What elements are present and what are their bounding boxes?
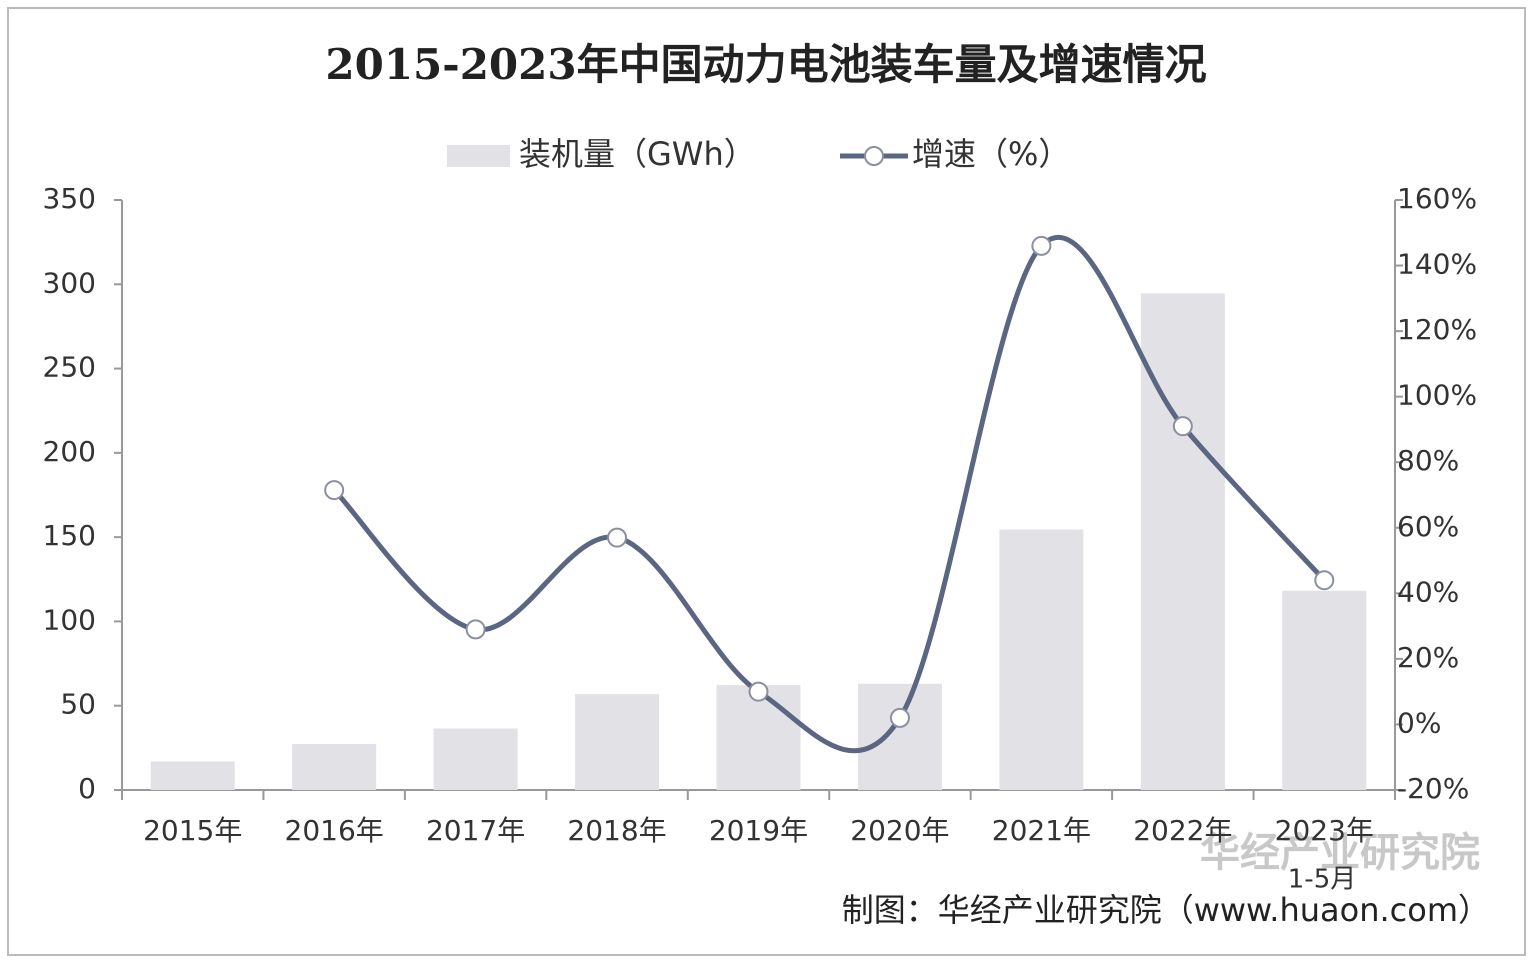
y-tick-label: 0 [78,772,96,805]
x-tick-label: 2016年 [285,814,384,847]
growth-marker [324,480,345,501]
legend-marker [864,146,884,166]
growth-marker [1031,235,1052,256]
bar [575,694,660,790]
x-tick-label: 2017年 [426,814,525,847]
y2-tick-label: 120% [1397,313,1477,346]
x-tick-label: 2015年 [143,814,242,847]
bar [857,683,942,790]
note: 1-5月 [1288,865,1356,895]
y-tick-label: 100 [43,603,96,636]
y-tick-label: 250 [43,351,96,384]
y2-tick-label: 100% [1397,379,1477,412]
growth-marker [465,619,486,640]
growth-marker [1314,570,1335,591]
watermark: 华经产业研究院 [1200,830,1480,876]
legend-label: 装机量（GWh） [519,135,756,173]
chart-border [7,7,1526,956]
y2-tick-label: -20% [1397,772,1469,805]
bar [1140,293,1225,790]
growth-line [332,234,1327,754]
y2-tick-label: 20% [1397,641,1459,674]
y-tick-label: 200 [43,435,96,468]
x-tick-label: 2020年 [850,814,949,847]
growth-marker [607,527,628,548]
bar [1282,590,1367,790]
x-tick-label: 2021年 [992,814,1091,847]
bar [433,728,518,790]
legend-swatch [447,145,510,167]
bar [150,761,235,790]
legend-label: 增速（%） [912,135,1070,173]
y-tick-label: 350 [43,182,96,215]
growth-marker [889,707,910,728]
y-tick-label: 300 [43,266,96,299]
x-tick-label: 2019年 [709,814,808,847]
y-tick-label: 150 [43,519,96,552]
y2-tick-label: 60% [1397,510,1459,543]
x-tick-label: 2022年 [1133,814,1232,847]
y2-tick-label: 160% [1397,182,1477,215]
bar [716,685,801,790]
growth-marker [1172,416,1193,437]
x-tick-label: 2018年 [567,814,666,847]
y2-tick-label: 40% [1397,575,1459,608]
bar [292,743,377,790]
source: 制图：华经产业研究院（www.huaon.com） [842,891,1490,929]
growth-marker [748,681,769,702]
bar [999,529,1084,790]
y2-tick-label: 80% [1397,444,1459,477]
x-tick-label: 2023年 [1275,814,1374,847]
y2-tick-label: 0% [1397,706,1441,739]
y-tick-label: 50 [60,688,96,721]
y2-tick-label: 140% [1397,248,1477,281]
chart-title: 2015-2023年中国动力电池装车量及增速情况 [325,40,1206,89]
